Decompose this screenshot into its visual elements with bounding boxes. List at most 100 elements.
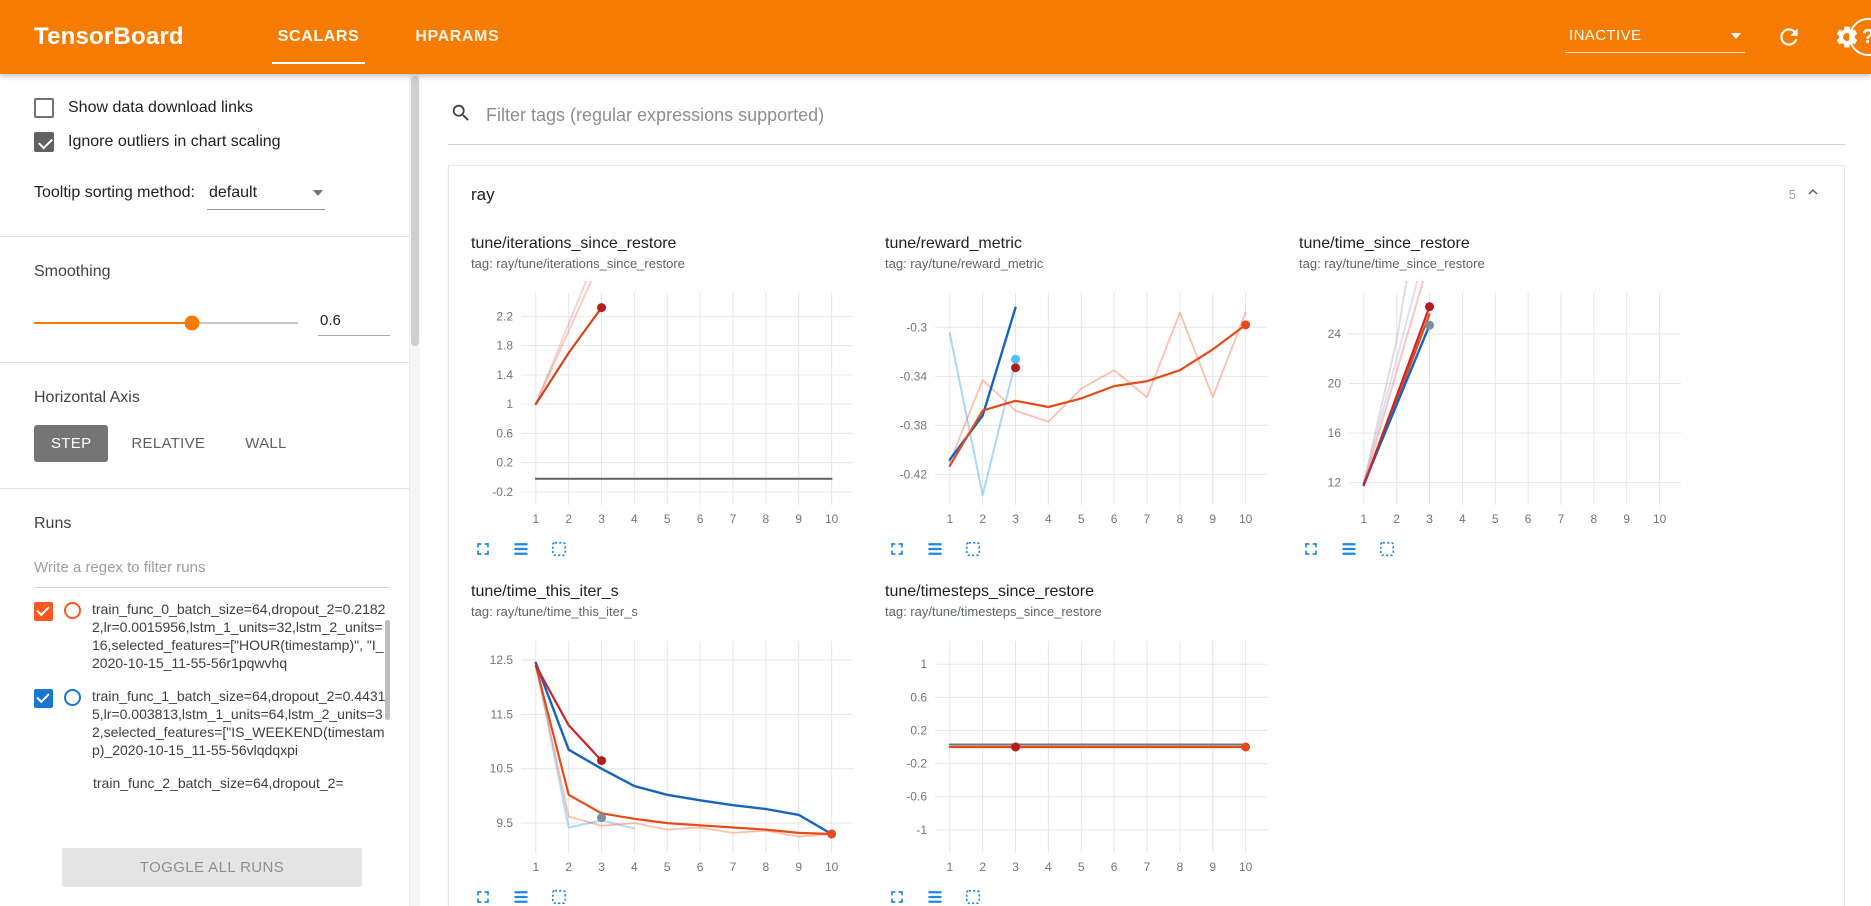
- run-checkbox-icon[interactable]: [34, 602, 53, 621]
- svg-text:7: 7: [1558, 512, 1565, 526]
- expand-chart-icon[interactable]: [473, 539, 493, 559]
- pin-chart-icon[interactable]: [549, 539, 569, 559]
- svg-text:8: 8: [1177, 512, 1184, 526]
- svg-text:2: 2: [565, 512, 572, 526]
- chart-card: tune/reward_metric tag: ray/tune/reward_…: [885, 227, 1285, 565]
- slider-thumb[interactable]: [184, 315, 200, 330]
- line-chart: -1 -0.6 -0.2 0.2 0.6 1 1 2 3 4 5 6 7 8 9 10: [885, 629, 1285, 879]
- svg-text:6: 6: [697, 512, 704, 526]
- sidebar-scrollbar-track[interactable]: [409, 74, 420, 906]
- svg-text:1: 1: [1360, 512, 1367, 526]
- sidebar-scrollbar-thumb[interactable]: [411, 76, 419, 346]
- chart-toolbar: [471, 531, 871, 565]
- chart-toolbar: [1299, 531, 1699, 565]
- svg-text:4: 4: [631, 860, 638, 874]
- pin-chart-icon[interactable]: [963, 539, 983, 559]
- svg-text:0.6: 0.6: [496, 426, 513, 440]
- axis-relative-button[interactable]: RELATIVE: [131, 435, 206, 452]
- run-status-select[interactable]: INACTIVE: [1565, 21, 1745, 53]
- svg-text:8: 8: [1177, 860, 1184, 874]
- svg-text:8: 8: [763, 512, 770, 526]
- smoothing-value-field[interactable]: 0.6: [318, 309, 390, 336]
- chart-toolbar: [885, 879, 1285, 906]
- expand-chart-icon[interactable]: [1301, 539, 1321, 559]
- chevron-up-icon[interactable]: [1804, 183, 1822, 206]
- chart-card: tune/iterations_since_restore tag: ray/t…: [471, 227, 871, 565]
- slider-fill: [34, 321, 193, 324]
- runs-filter-input[interactable]: Write a regex to filter runs: [34, 551, 390, 588]
- tab-hparams[interactable]: HPARAMS: [415, 28, 500, 45]
- tag-filter-input[interactable]: Filter tags (regular expressions support…: [486, 105, 825, 125]
- topbar: TensorBoard SCALARS HPARAMS INACTIVE ?: [0, 0, 1871, 74]
- runs-selector-icon[interactable]: [1339, 539, 1359, 559]
- chart-title: tune/reward_metric: [885, 235, 1022, 252]
- pin-chart-icon[interactable]: [1377, 539, 1397, 559]
- checkbox-checked-icon[interactable]: [34, 132, 54, 152]
- run-radio-icon[interactable]: [64, 689, 81, 706]
- smoothing-slider[interactable]: [34, 315, 298, 330]
- tag-filter-bar[interactable]: Filter tags (regular expressions support…: [448, 94, 1845, 145]
- svg-text:5: 5: [1078, 512, 1085, 526]
- runs-selector-icon[interactable]: [925, 887, 945, 906]
- refresh-icon[interactable]: [1775, 23, 1803, 51]
- svg-text:20: 20: [1328, 377, 1342, 391]
- runs-selector-icon[interactable]: [925, 539, 945, 559]
- horizontal-axis-label: Horizontal Axis: [34, 389, 140, 406]
- svg-text:10: 10: [1239, 512, 1253, 526]
- svg-text:1.8: 1.8: [496, 339, 513, 353]
- run-item: train_func_1_batch_size=64,dropout_2=0.4…: [34, 687, 390, 759]
- axis-wall-button[interactable]: WALL: [245, 435, 287, 452]
- svg-text:2: 2: [979, 860, 986, 874]
- svg-text:0.2: 0.2: [910, 723, 927, 737]
- svg-text:11.5: 11.5: [491, 707, 514, 721]
- svg-text:6: 6: [1111, 512, 1118, 526]
- svg-text:3: 3: [598, 512, 605, 526]
- svg-text:10: 10: [1653, 512, 1667, 526]
- run-checkbox-icon[interactable]: [34, 689, 53, 708]
- svg-text:9.5: 9.5: [496, 816, 513, 830]
- run-label: train_func_2_batch_size=64,dropout_2=: [93, 775, 344, 791]
- run-item: train_func_0_batch_size=64,dropout_2=0.2…: [34, 600, 390, 672]
- page-body: Show data download links Ignore outliers…: [0, 74, 1871, 906]
- tab-scalars[interactable]: SCALARS: [271, 0, 366, 74]
- expand-chart-icon[interactable]: [887, 887, 907, 906]
- chart-tag: tag: ray/tune/reward_metric: [885, 256, 1044, 271]
- toggle-all-runs-button[interactable]: TOGGLE ALL RUNS: [62, 848, 362, 887]
- runs-selector-icon[interactable]: [511, 887, 531, 906]
- svg-text:2: 2: [979, 512, 986, 526]
- svg-text:-0.2: -0.2: [492, 485, 513, 499]
- svg-text:4: 4: [1459, 512, 1466, 526]
- svg-text:4: 4: [1045, 860, 1052, 874]
- pin-chart-icon[interactable]: [549, 887, 569, 906]
- expand-chart-icon[interactable]: [473, 887, 493, 906]
- expand-chart-icon[interactable]: [887, 539, 907, 559]
- chart-card: tune/time_this_iter_s tag: ray/tune/time…: [471, 575, 871, 906]
- svg-text:10.5: 10.5: [490, 762, 514, 776]
- pin-chart-icon[interactable]: [963, 887, 983, 906]
- app-title: TensorBoard: [34, 23, 184, 50]
- svg-text:2: 2: [1393, 512, 1400, 526]
- search-icon: [450, 102, 472, 129]
- topbar-actions: INACTIVE: [1565, 21, 1871, 53]
- svg-text:7: 7: [1144, 860, 1151, 874]
- tooltip-sort-select[interactable]: default: [206, 182, 325, 210]
- category-header[interactable]: ray 5: [449, 166, 1844, 223]
- run-radio-icon[interactable]: [64, 602, 81, 619]
- show-download-links-row[interactable]: Show data download links: [34, 98, 390, 118]
- runs-label: Runs: [34, 515, 72, 532]
- axis-step-button[interactable]: STEP: [34, 425, 109, 462]
- svg-text:16: 16: [1328, 426, 1342, 440]
- svg-text:10: 10: [1239, 860, 1253, 874]
- svg-text:0.6: 0.6: [910, 690, 927, 704]
- svg-text:1: 1: [506, 397, 513, 411]
- ignore-outliers-row[interactable]: Ignore outliers in chart scaling: [34, 132, 390, 152]
- runs-selector-icon[interactable]: [511, 539, 531, 559]
- runs-scrollbar[interactable]: [385, 620, 390, 720]
- checkbox-unchecked-icon[interactable]: [34, 98, 54, 118]
- svg-text:7: 7: [730, 512, 737, 526]
- svg-text:8: 8: [763, 860, 770, 874]
- chart-title: tune/time_this_iter_s: [471, 583, 619, 600]
- svg-text:-1: -1: [916, 823, 927, 837]
- svg-text:9: 9: [795, 860, 802, 874]
- svg-text:12: 12: [1328, 476, 1342, 490]
